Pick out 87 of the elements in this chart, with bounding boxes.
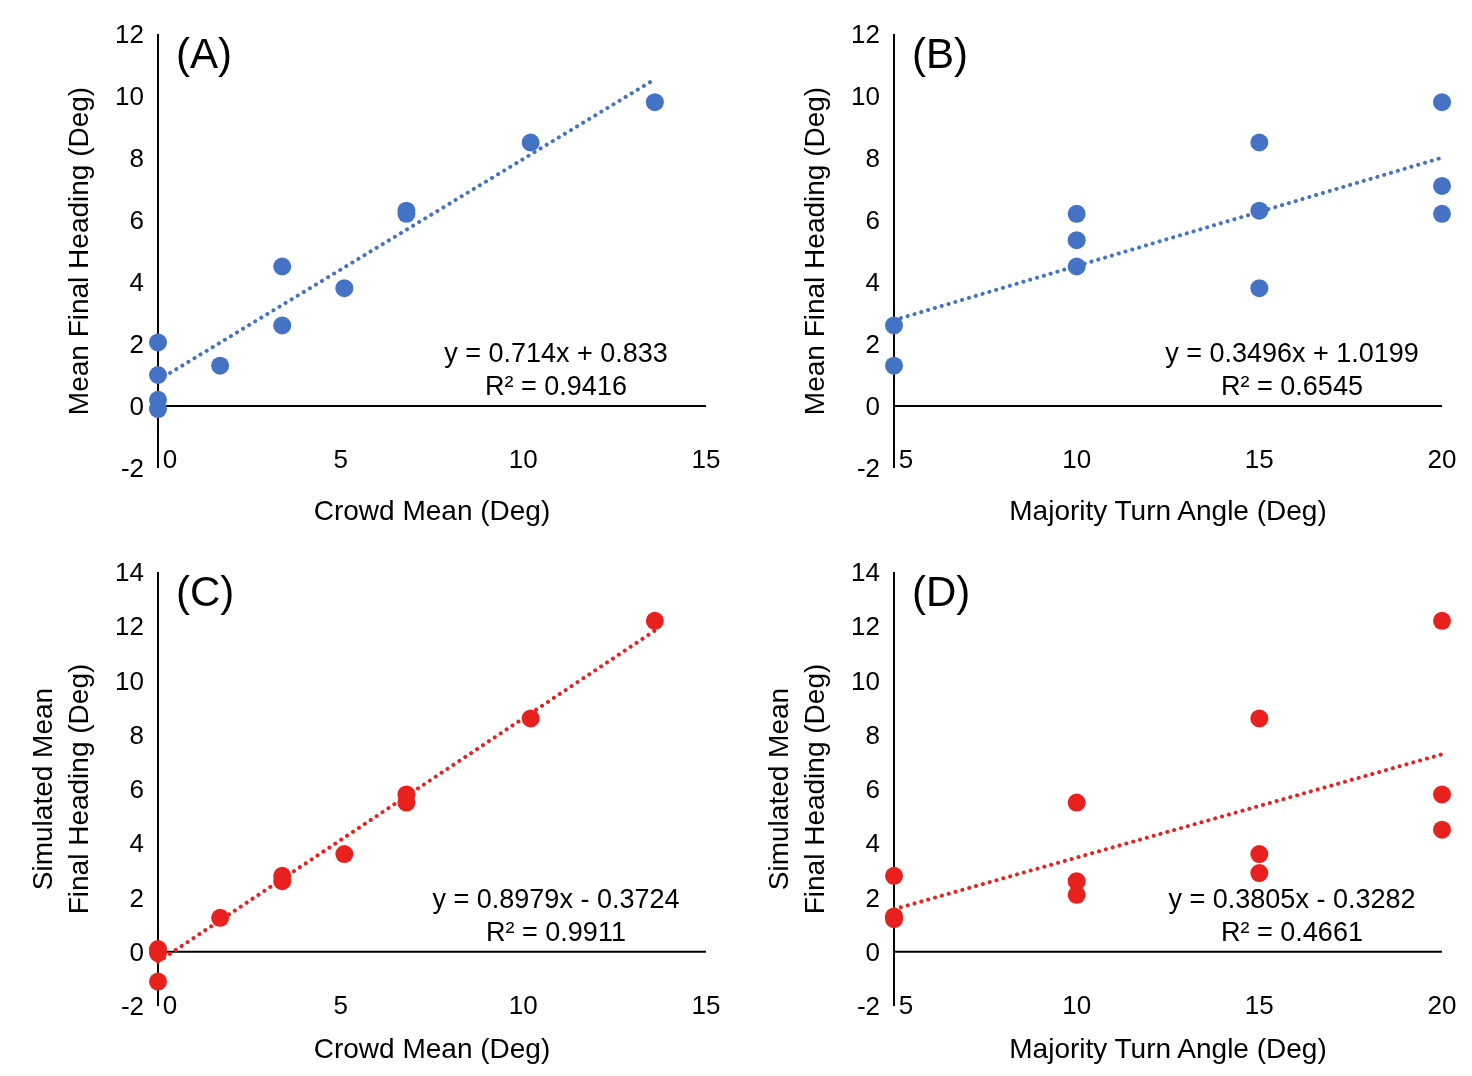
chart-title: (B) (912, 30, 968, 77)
y-tick-label: 6 (129, 205, 144, 236)
point (1250, 845, 1269, 864)
y-tick-label: 2 (129, 329, 144, 360)
point (1433, 785, 1451, 804)
y-tick-label: 14 (115, 557, 144, 588)
x-axis-title: Majority Turn Angle (Deg) (1009, 1033, 1327, 1064)
annotation: y = 0.3496x + 1.0199 (1165, 338, 1419, 368)
chart-title: (C) (176, 568, 235, 615)
y-tick-label: 2 (865, 329, 880, 360)
y-tick-label: -2 (856, 453, 880, 484)
x-tick-label: 10 (508, 444, 538, 474)
y-tick-label: 0 (865, 391, 880, 422)
y-tick-label: 2 (865, 882, 880, 913)
x-tick-label: 15 (1244, 989, 1274, 1020)
point (1250, 709, 1269, 728)
y-tick-label: 6 (865, 205, 880, 236)
y-axis-title: Simulated Mean Final Heading (Deg) (27, 663, 94, 915)
y-tick-label: 8 (129, 719, 144, 750)
point (1433, 820, 1451, 839)
annotation: R² = 0.9416 (485, 371, 627, 401)
chart-title: (D) (912, 568, 971, 615)
x-tick-label: 20 (1427, 989, 1457, 1020)
y-tick-label: 2 (129, 882, 144, 913)
x-tick-label: 10 (1062, 444, 1092, 474)
x-tick-label: 15 (1244, 444, 1274, 474)
x-tick-label: 5 (898, 444, 914, 474)
point (885, 316, 903, 335)
y-tick-label: 4 (129, 267, 144, 298)
chart-title: (A) (176, 30, 232, 77)
point (1250, 133, 1269, 152)
annotation: y = 0.3805x - 0.3282 (1168, 883, 1416, 914)
x-tick-label: 0 (162, 989, 178, 1020)
annotation: R² = 0.6545 (1221, 371, 1363, 401)
y-axis-title: Simulated Mean Final Heading (Deg) (763, 663, 830, 915)
point (1067, 793, 1086, 812)
x-tick-label: 20 (1427, 444, 1457, 474)
point (1250, 864, 1269, 883)
point (885, 866, 903, 885)
annotation: y = 0.714x + 0.833 (444, 338, 668, 368)
point (1433, 204, 1451, 223)
y-tick-label: 8 (129, 143, 144, 174)
y-tick-label: 8 (865, 719, 880, 750)
y-tick-label: 14 (851, 557, 880, 588)
annotation: y = 0.8979x - 0.3724 (432, 883, 680, 914)
point (1433, 93, 1451, 112)
point (1250, 279, 1269, 298)
annotation: R² = 0.4661 (1221, 916, 1363, 947)
y-tick-label: 4 (129, 828, 144, 859)
x-tick-label: 15 (691, 989, 721, 1020)
y-tick-label: 12 (851, 611, 880, 642)
x-axis-title: Majority Turn Angle (Deg) (1009, 495, 1327, 526)
x-tick-label: 5 (898, 989, 914, 1020)
y-tick-label: 4 (865, 828, 880, 859)
x-tick-label: 10 (1062, 989, 1092, 1020)
point (885, 356, 903, 375)
y-axis-title: Mean Final Heading (Deg) (63, 86, 94, 416)
y-tick-label: -2 (120, 991, 144, 1022)
point (1433, 176, 1451, 195)
point (1067, 231, 1086, 250)
y-tick-label: 0 (129, 936, 144, 967)
y-tick-label: 10 (115, 81, 144, 112)
y-tick-label: 10 (851, 665, 880, 696)
y-tick-label: 12 (115, 611, 144, 642)
y-tick-label: 0 (129, 391, 144, 422)
y-tick-label: -2 (120, 453, 144, 484)
y-tick-label: 0 (865, 936, 880, 967)
annotation: R² = 0.9911 (486, 916, 626, 947)
x-tick-label: 15 (691, 444, 721, 474)
x-tick-label: 0 (162, 444, 178, 474)
x-tick-label: 10 (508, 989, 538, 1020)
y-tick-label: 12 (115, 19, 144, 50)
y-axis-title: Mean Final Heading (Deg) (799, 86, 830, 416)
y-tick-label: -2 (856, 991, 880, 1022)
point (1067, 204, 1086, 223)
y-tick-label: 4 (865, 267, 880, 298)
x-tick-label: 5 (333, 989, 348, 1020)
x-tick-label: 5 (333, 444, 348, 474)
y-tick-label: 6 (129, 774, 144, 805)
x-axis-title: Crowd Mean (Deg) (313, 1033, 551, 1064)
y-tick-label: 8 (865, 143, 880, 174)
y-tick-label: 10 (851, 81, 880, 112)
y-tick-label: 6 (865, 774, 880, 805)
y-tick-label: 12 (851, 19, 880, 50)
y-tick-label: 10 (115, 665, 144, 696)
point (1433, 611, 1451, 630)
x-axis-title: Crowd Mean (Deg) (313, 495, 551, 526)
